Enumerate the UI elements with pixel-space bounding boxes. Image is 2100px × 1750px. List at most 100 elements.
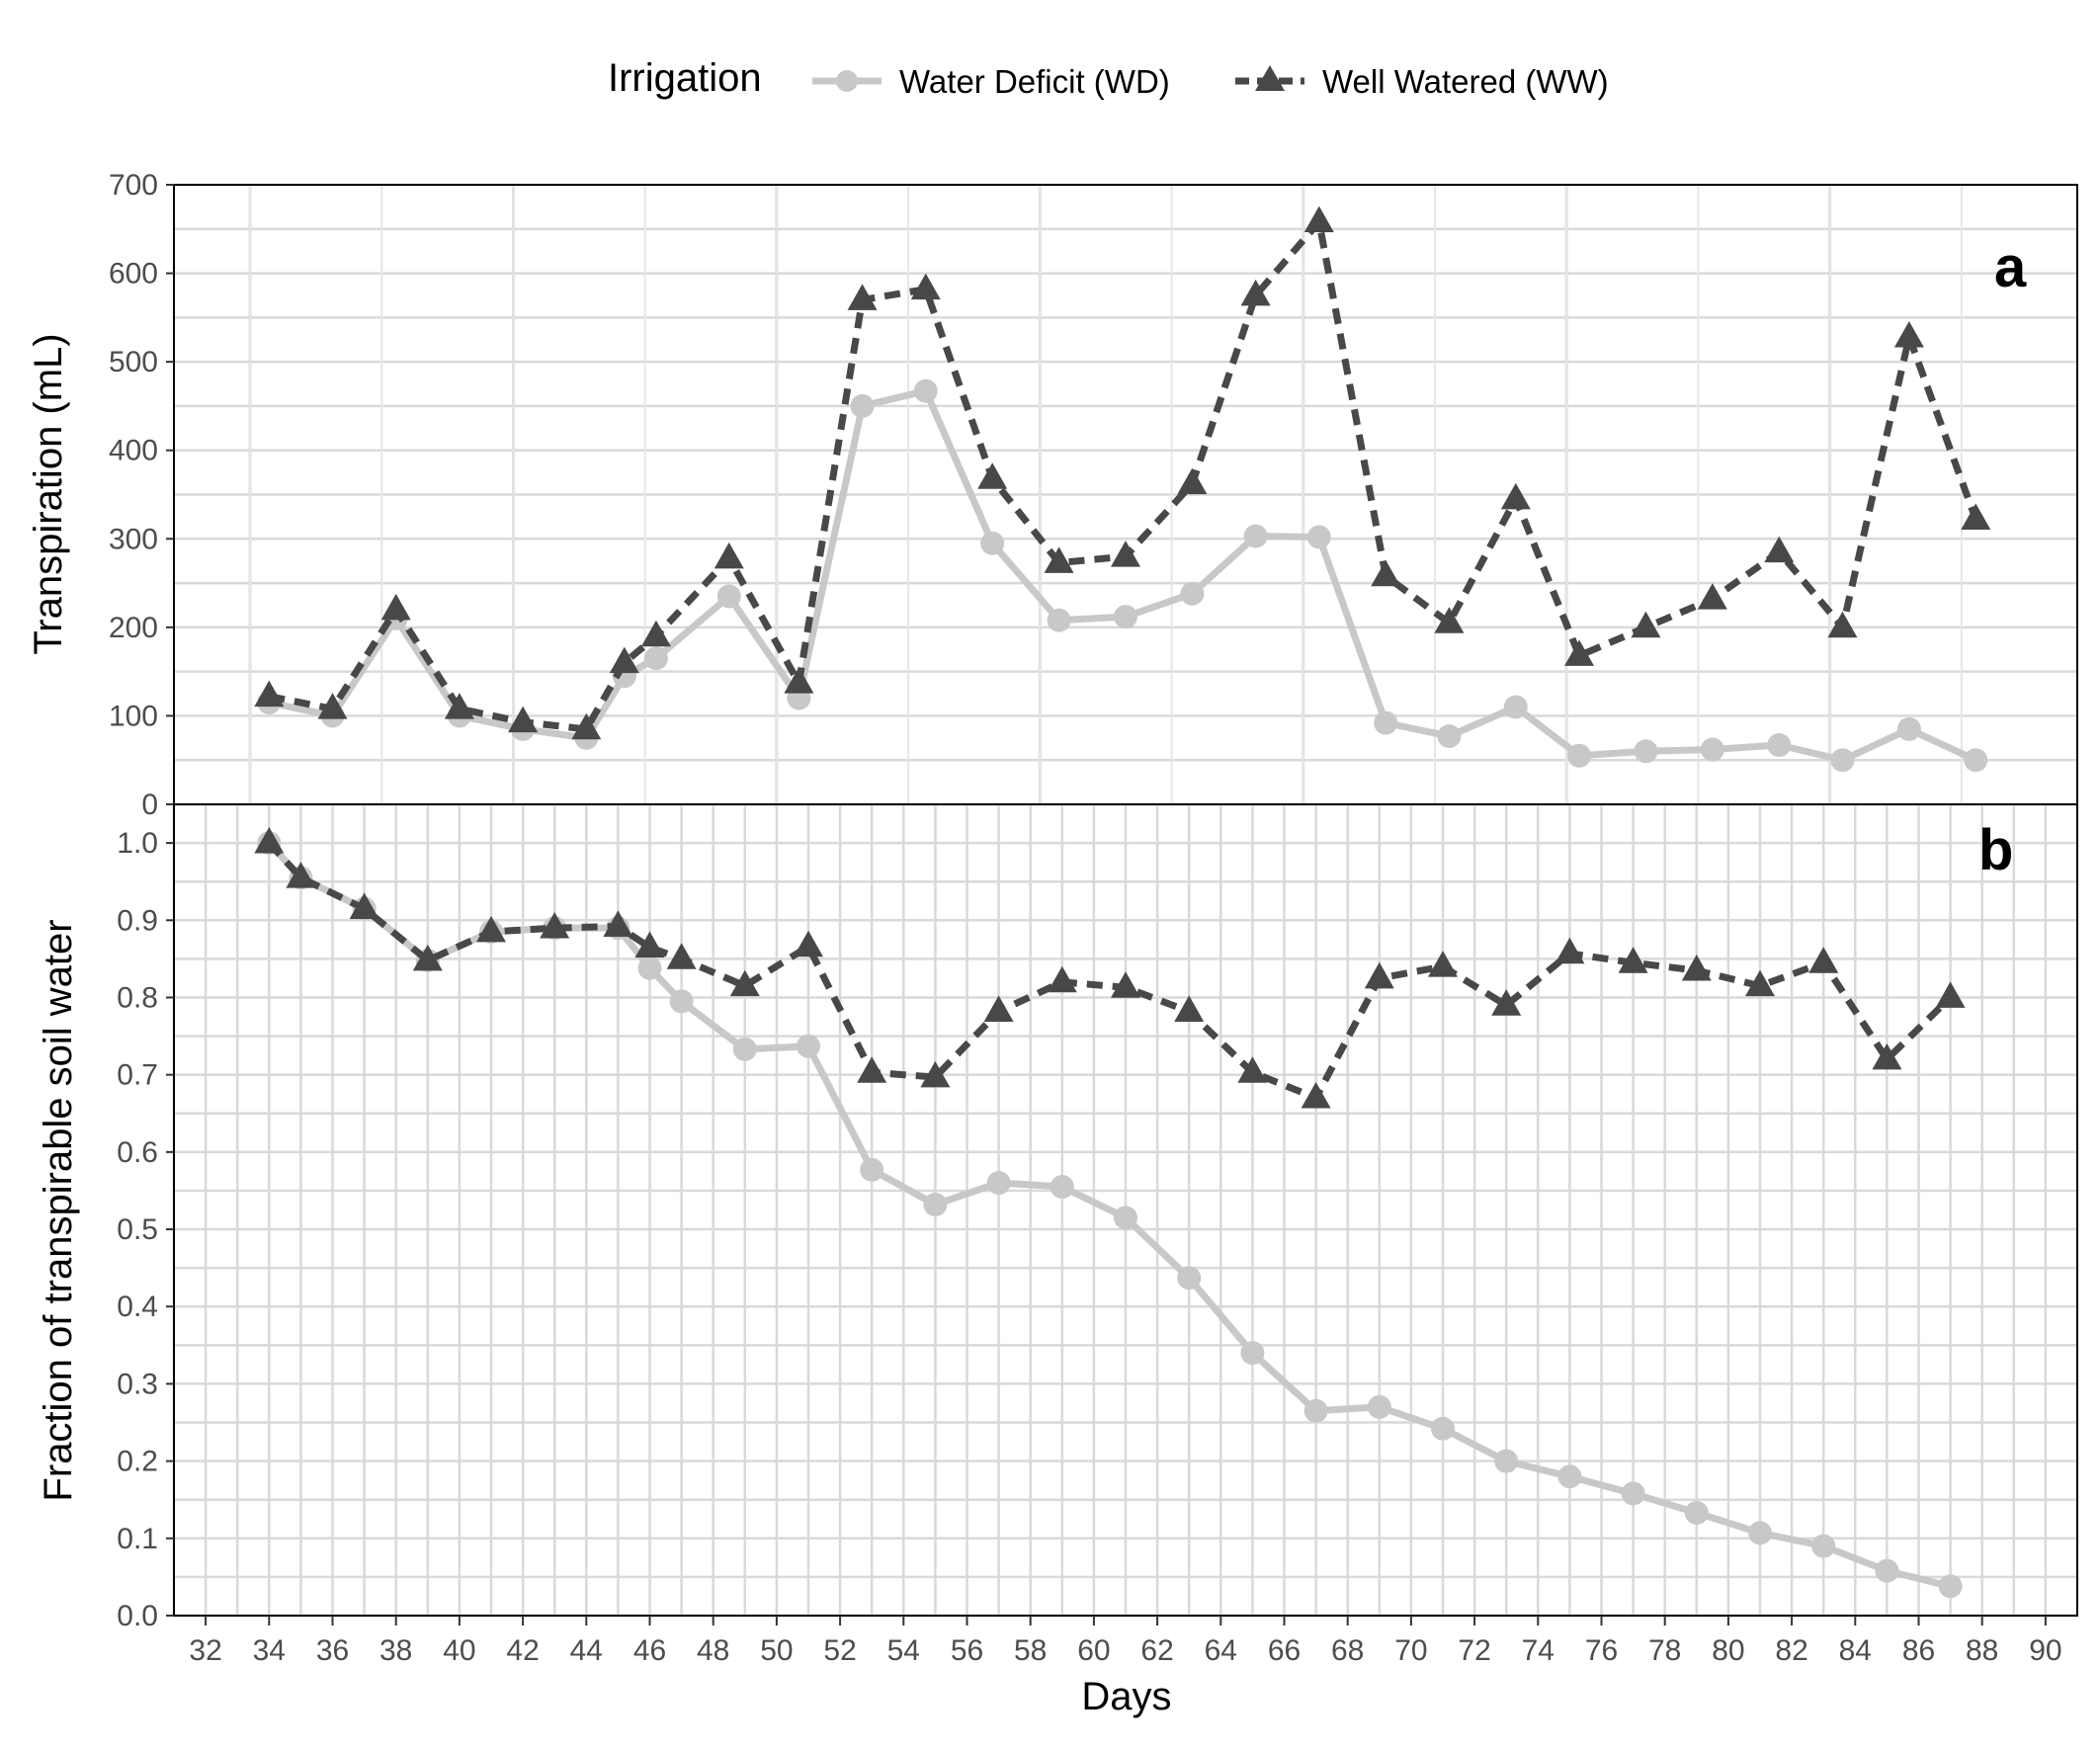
panel-b-point-ww [1618,947,1648,973]
panel-b-y-tick-label: 0.2 [117,1446,158,1478]
panel-a-point-wd [1767,732,1792,757]
panel-b-y-tick-label: 0.0 [117,1600,158,1632]
panel-a-point-ww [1303,206,1334,233]
panel-a-y-tick-label: 0 [141,789,158,821]
panel-b-point-ww [1364,961,1394,989]
panel-b-point-wd [1811,1534,1836,1558]
panel-a-y-tick-label: 300 [109,523,158,555]
panel-a-point-wd [643,646,668,671]
panel-b-point-ww [634,931,665,958]
panel-a-point-wd [1114,605,1137,629]
panel-a-point-wd [980,531,1005,555]
panel-b-x-tick-label: 62 [1140,1634,1173,1667]
panel-b-x-ticks: 32 34 36 38 40 42 44 46 48 50 52 54 56 58 60 62 64 66 68 70… [189,1616,2062,1667]
panel-a-point-ww [714,542,744,569]
panel-b-x-tick-label: 50 [760,1634,793,1667]
panel-a-point-wd [1243,524,1268,548]
panel-a-point-wd [1964,748,1988,773]
panel-b-point-wd [1621,1481,1645,1506]
panel-b-point-ww [1745,969,1775,997]
legend-item-wd: Water Deficit (WD) [812,63,1170,100]
panel-a-point-ww [1240,279,1271,306]
panel-b-point-wd [1557,1464,1582,1489]
legend-ww-swatch-marker [1255,65,1285,91]
panel-b-point-ww [1935,981,1966,1008]
panel-a-point-wd [913,378,938,403]
panel-a-point-wd [1503,695,1528,719]
panel-b-point-ww [1047,965,1077,993]
panel-a-point-ww [977,462,1008,489]
panel-a-point-wd [850,393,875,418]
legend-wd-label: Water Deficit (WD) [899,63,1170,100]
panel-b-x-tick-label: 44 [570,1634,603,1667]
panel-a-point-ww [1371,559,1401,587]
panel-a-point-ww [317,693,348,719]
panel-a-point-ww [1631,611,1661,638]
panel-a-point-wd [1830,748,1855,773]
panel-b-x-tick-label: 70 [1394,1634,1427,1667]
panel-b-x-tick-label: 38 [379,1634,412,1667]
panel-b-x-tick-label: 66 [1268,1634,1301,1667]
panel-b-y-tick-label: 1.0 [117,827,158,860]
panel-a-point-ww [254,680,285,708]
panel-b-x-tick-label: 40 [443,1634,475,1667]
panel-b-x-tick-label: 46 [633,1634,666,1667]
panel-b-point-ww [349,892,379,919]
panel-a-y-tick-label: 400 [109,435,158,467]
panel-b-point-ww [1301,1082,1331,1109]
panel-b-x-tick-label: 76 [1585,1634,1618,1667]
panel-b-point-ww [286,862,316,888]
panel-b-point-ww [794,930,823,958]
panel-b-point-wd [732,1037,757,1061]
panel-b-x-tick-label: 84 [1839,1634,1872,1667]
panel-b-x-tick-label: 56 [951,1634,983,1667]
legend-title: Irrigation [608,56,762,100]
panel-b-y-tick-label: 0.4 [117,1291,158,1323]
panel-a-point-ww [1044,546,1074,573]
panel-a-y-tick-label: 200 [109,612,158,644]
panel-b-y-tick-label: 0.6 [117,1136,158,1169]
panel-a-point-wd [1896,716,1921,741]
panel-b-y-ticks: 0.0 0.1 0.2 0.3 0.4 0.5 0.6 0.7 0.8 0.9 1.0 [117,827,174,1632]
panel-b: 0.0 0.1 0.2 0.3 0.4 0.5 0.6 0.7 0.8 0.9 1.0 32 34 36… [37,802,2079,1718]
panel-b-x-tick-label: 34 [253,1634,286,1667]
panel-a-point-ww [1564,639,1595,666]
legend-wd-swatch-marker [836,70,858,92]
panel-b-point-ww [603,910,633,937]
panel-b-y-axis-label: Fraction of transpirable soil water [37,919,80,1501]
panel-b-point-ww [540,911,570,939]
panel-b-point-wd [797,1034,820,1058]
panel-b-point-wd [1684,1501,1709,1526]
panel-b-point-ww [412,944,443,971]
panel-a-letter: a [1994,235,2027,299]
panel-b-y-tick-label: 0.8 [117,981,158,1014]
panel-a-point-wd [1437,724,1462,749]
panel-b-point-ww [1111,971,1140,998]
panel-a-point-ww [784,667,814,694]
panel-b-x-tick-label: 82 [1775,1634,1807,1667]
panel-b-point-wd [1177,1266,1202,1291]
panel-b-point-ww [254,826,285,854]
panel-b-point-wd [860,1157,884,1182]
panel-b-point-ww [1808,947,1839,973]
panel-b-point-wd [669,989,694,1014]
panel-b-series-line-wd [266,840,1952,1590]
panel-b-x-tick-label: 48 [697,1634,729,1667]
panel-a-y-ticks: 0 100 200 300 400 500 600 700 [109,169,174,821]
panel-a-point-ww [910,273,941,300]
panel-b-y-tick-label: 0.3 [117,1368,158,1400]
panel-b-x-tick-label: 78 [1648,1634,1681,1667]
panel-b-point-ww [1491,989,1522,1016]
panel-a-y-tick-label: 700 [109,169,158,202]
panel-b-x-tick-label: 36 [316,1634,349,1667]
panel-a-point-wd [1180,581,1205,606]
panel-b-point-wd [1240,1341,1265,1366]
panel-b-x-tick-label: 60 [1077,1634,1110,1667]
panel-a-point-ww [1961,503,1991,530]
panel-b-point-ww [1174,995,1205,1022]
panel-b-series [254,826,1966,1599]
panel-a-point-ww [1697,583,1727,610]
panel-b-point-ww [1237,1056,1268,1083]
panel-a-series [254,206,1991,773]
panel-b-x-tick-label: 58 [1014,1634,1047,1667]
